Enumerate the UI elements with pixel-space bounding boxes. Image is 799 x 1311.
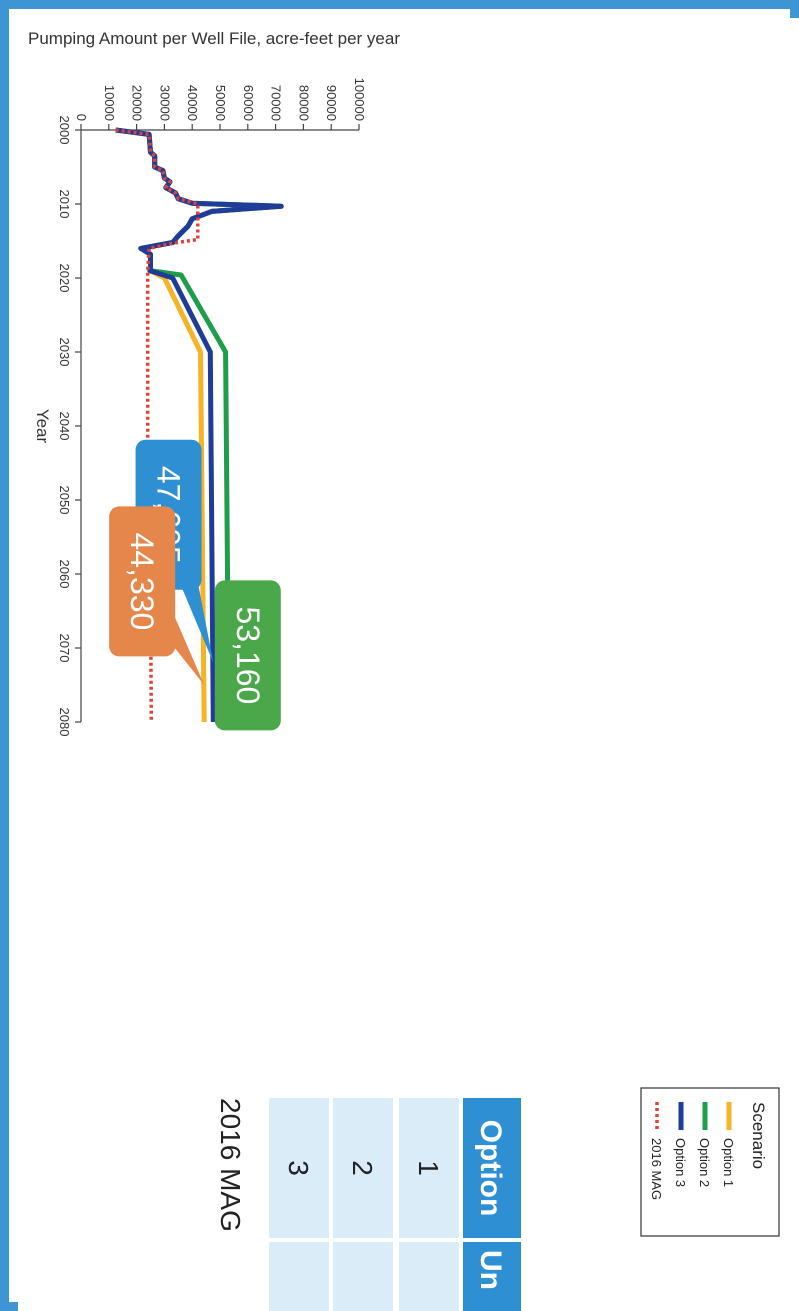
x-tick-label: 2050 (57, 486, 72, 515)
legend-label-option-3: Option 3 (673, 1138, 688, 1187)
table-row-cell (333, 1098, 393, 1238)
callout-label-53160: 53,160 (230, 606, 266, 704)
table-row-label: 2 (347, 1160, 378, 1176)
chart-legend: Scenario Option 1 Option 2 Option 3 2016 MAG (640, 1087, 780, 1237)
x-tick-label: 2030 (57, 338, 72, 367)
x-tick-label: 2070 (57, 634, 72, 663)
callout-box-53160 (214, 580, 281, 731)
x-tick-label: 2080 (57, 708, 72, 737)
y-tick-label: 50000 (213, 85, 228, 121)
y-tick-label: 60000 (241, 85, 256, 121)
legend-label-option-1: Option 1 (721, 1138, 736, 1187)
table-header-cell-option (463, 1098, 521, 1238)
legend-title: Scenario (749, 1102, 768, 1169)
chart-axes: 2000 2010 2020 2030 2040 2050 2060 2070 2080 0 100… (28, 29, 400, 736)
legend-label-option-2: Option 2 (697, 1138, 712, 1187)
x-axis-title: Year (33, 409, 52, 444)
table-row-label-mag: 2016 MAG (215, 1098, 246, 1232)
series-2016-mag (115, 128, 200, 723)
x-tick-label: 2020 (57, 264, 72, 293)
y-tick-label: 30000 (157, 85, 172, 121)
page-inner: 2000 2010 2020 2030 2040 2050 2060 2070 2080 0 100… (18, 18, 799, 1311)
y-tick-label: 100000 (352, 78, 367, 121)
pumping-chart: 2000 2010 2020 2030 2040 2050 2060 2070 2080 0 100… (28, 29, 780, 1311)
table-header-option: Option (474, 1120, 507, 1217)
table-header-cell-un (463, 1242, 521, 1311)
y-tick-label: 70000 (269, 85, 284, 121)
table-row-value-cell (399, 1242, 459, 1311)
callout-label-44330: 44,330 (124, 532, 160, 630)
y-tick-label: 0 (74, 114, 89, 121)
table-row-value-cell (269, 1242, 329, 1311)
x-tick-label: 2010 (57, 190, 72, 219)
x-tick-label: 2060 (57, 560, 72, 589)
legend-box (640, 1087, 780, 1237)
rotated-figure: 2000 2010 2020 2030 2040 2050 2060 2070 2080 0 100… (18, 18, 799, 1311)
table-row-cell (399, 1098, 459, 1238)
chart-callouts: 53,16047,60544,330 (109, 439, 281, 731)
y-tick-label: 20000 (130, 85, 145, 121)
table-row-value-cell (333, 1242, 393, 1311)
y-tick-label: 40000 (185, 85, 200, 121)
chart-series (115, 127, 284, 723)
y-tick-label: 10000 (102, 85, 117, 121)
x-tick-label: 2000 (57, 116, 72, 145)
side-table: Option Un 1 2 3 2016 MAG (215, 1098, 521, 1311)
y-tick-label: 90000 (324, 85, 339, 121)
table-row-label: 1 (413, 1160, 444, 1176)
x-tick-label: 2040 (57, 412, 72, 441)
callout-box-44330 (109, 506, 176, 657)
y-tick-label: 80000 (296, 85, 311, 121)
y-axis-title: Pumping Amount per Well File, acre-feet … (28, 29, 400, 48)
table-header-un: Un (474, 1250, 507, 1290)
table-row-cell (269, 1098, 329, 1238)
legend-label-2016-mag: 2016 MAG (649, 1138, 664, 1200)
table-row-label: 3 (283, 1160, 314, 1176)
